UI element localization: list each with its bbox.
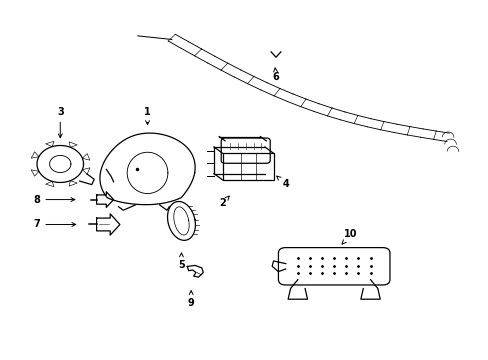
Text: 2: 2 (219, 196, 229, 208)
Text: 4: 4 (276, 176, 288, 189)
Text: 3: 3 (57, 107, 63, 138)
Text: 1: 1 (144, 107, 151, 125)
Text: 8: 8 (34, 194, 75, 204)
Text: 5: 5 (178, 253, 184, 270)
Bar (222, 153, 273, 180)
Text: 7: 7 (34, 220, 76, 229)
Text: 10: 10 (341, 229, 357, 244)
Text: 6: 6 (272, 68, 279, 82)
Text: 9: 9 (187, 291, 194, 308)
